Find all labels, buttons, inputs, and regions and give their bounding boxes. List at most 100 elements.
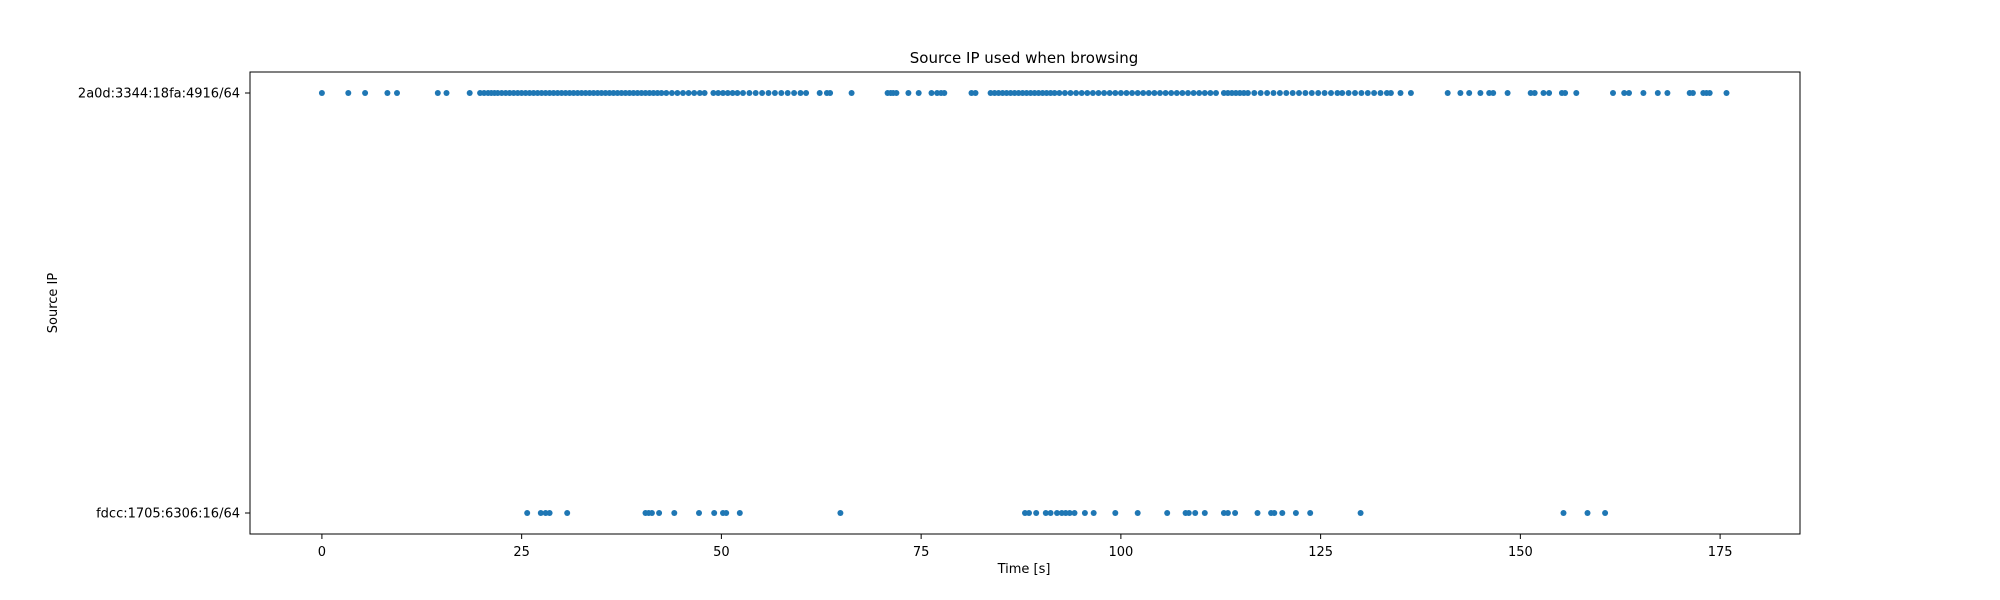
- data-point: [765, 90, 772, 96]
- data-point: [837, 510, 844, 516]
- data-point: [394, 90, 400, 96]
- data-point: [443, 90, 450, 96]
- data-point: [1201, 510, 1208, 516]
- y-axis: fdcc:1705:6306:16/64 2a0d:3344:18fa:4916/…: [78, 87, 250, 522]
- data-point: [1026, 510, 1032, 516]
- data-point: [1279, 510, 1286, 516]
- data-point: [1358, 90, 1365, 96]
- data-point: [1078, 90, 1085, 96]
- data-point: [729, 90, 736, 96]
- data-point: [1490, 90, 1497, 96]
- data-point: [791, 90, 798, 96]
- data-point: [797, 90, 804, 96]
- data-point: [1190, 90, 1197, 96]
- x-tick-label: 75: [913, 545, 930, 560]
- data-point: [1213, 90, 1219, 96]
- data-point: [1106, 90, 1113, 96]
- data-point: [1328, 90, 1334, 96]
- data-point: [1168, 90, 1175, 96]
- data-point: [1723, 90, 1730, 96]
- data-point: [466, 90, 473, 96]
- data-point: [1201, 90, 1208, 96]
- data-point: [1101, 90, 1108, 96]
- x-tick-label: 125: [1308, 545, 1333, 560]
- x-tick-label: 175: [1708, 545, 1733, 560]
- data-point: [1112, 90, 1119, 96]
- data-point: [941, 90, 948, 96]
- data-point: [1562, 90, 1569, 96]
- data-point: [1056, 90, 1063, 96]
- data-point: [1162, 90, 1169, 96]
- data-point: [1145, 90, 1152, 96]
- data-point: [671, 510, 678, 516]
- data-point: [723, 510, 730, 516]
- data-point: [537, 510, 544, 516]
- data-point: [1654, 90, 1661, 96]
- data-point: [656, 510, 663, 516]
- data-point: [1151, 90, 1158, 96]
- data-point: [848, 90, 855, 96]
- data-point: [759, 90, 766, 96]
- data-point: [546, 510, 553, 516]
- data-point: [674, 90, 681, 96]
- data-point: [1081, 510, 1088, 516]
- data-point: [1073, 90, 1080, 96]
- data-point: [1276, 90, 1283, 96]
- x-tick-label: 50: [713, 545, 730, 560]
- data-point: [1192, 510, 1199, 516]
- data-point: [1196, 90, 1203, 96]
- data-point: [1071, 510, 1078, 516]
- data-point: [1117, 90, 1124, 96]
- data-point: [771, 90, 778, 96]
- x-tick-label: 0: [318, 545, 326, 560]
- data-point: [1066, 510, 1073, 516]
- data-points: [318, 90, 1730, 516]
- data-point: [1315, 90, 1322, 96]
- data-point: [668, 90, 675, 96]
- data-point: [1047, 510, 1054, 516]
- data-point: [680, 90, 686, 96]
- data-point: [736, 510, 743, 516]
- data-point: [564, 510, 571, 516]
- data-point: [1042, 510, 1049, 516]
- data-point: [827, 90, 834, 96]
- data-point: [724, 90, 731, 96]
- data-point: [1257, 90, 1264, 96]
- data-point: [1179, 90, 1186, 96]
- data-point: [905, 90, 912, 96]
- data-point: [1089, 90, 1096, 96]
- y-tick-label: 2a0d:3344:18fa:4916/64: [78, 87, 240, 102]
- data-point: [1067, 90, 1074, 96]
- data-point: [1352, 90, 1358, 96]
- x-tick-label: 100: [1108, 545, 1133, 560]
- data-point: [1308, 90, 1315, 96]
- data-point: [803, 90, 810, 96]
- data-point: [1251, 90, 1258, 96]
- data-point: [1584, 510, 1591, 516]
- data-point: [1129, 90, 1136, 96]
- data-point: [784, 90, 791, 96]
- data-point: [1345, 90, 1352, 96]
- data-point: [1626, 90, 1632, 96]
- data-point: [915, 90, 922, 96]
- data-point: [384, 90, 391, 96]
- data-point: [685, 90, 692, 96]
- y-axis-label: Source IP: [46, 273, 61, 334]
- data-point: [715, 90, 722, 96]
- data-point: [1531, 90, 1538, 96]
- data-point: [1540, 90, 1547, 96]
- data-point: [1283, 90, 1290, 96]
- data-point: [1033, 510, 1040, 516]
- data-point: [972, 90, 979, 96]
- data-point: [696, 510, 702, 516]
- data-point: [1371, 90, 1378, 96]
- chart-title: Source IP used when browsing: [910, 49, 1138, 67]
- data-point: [658, 90, 665, 96]
- data-point: [1157, 90, 1163, 96]
- data-point: [1084, 90, 1091, 96]
- data-point: [1173, 90, 1180, 96]
- data-point: [1185, 510, 1192, 516]
- data-point: [1602, 510, 1609, 516]
- data-point: [1271, 510, 1278, 516]
